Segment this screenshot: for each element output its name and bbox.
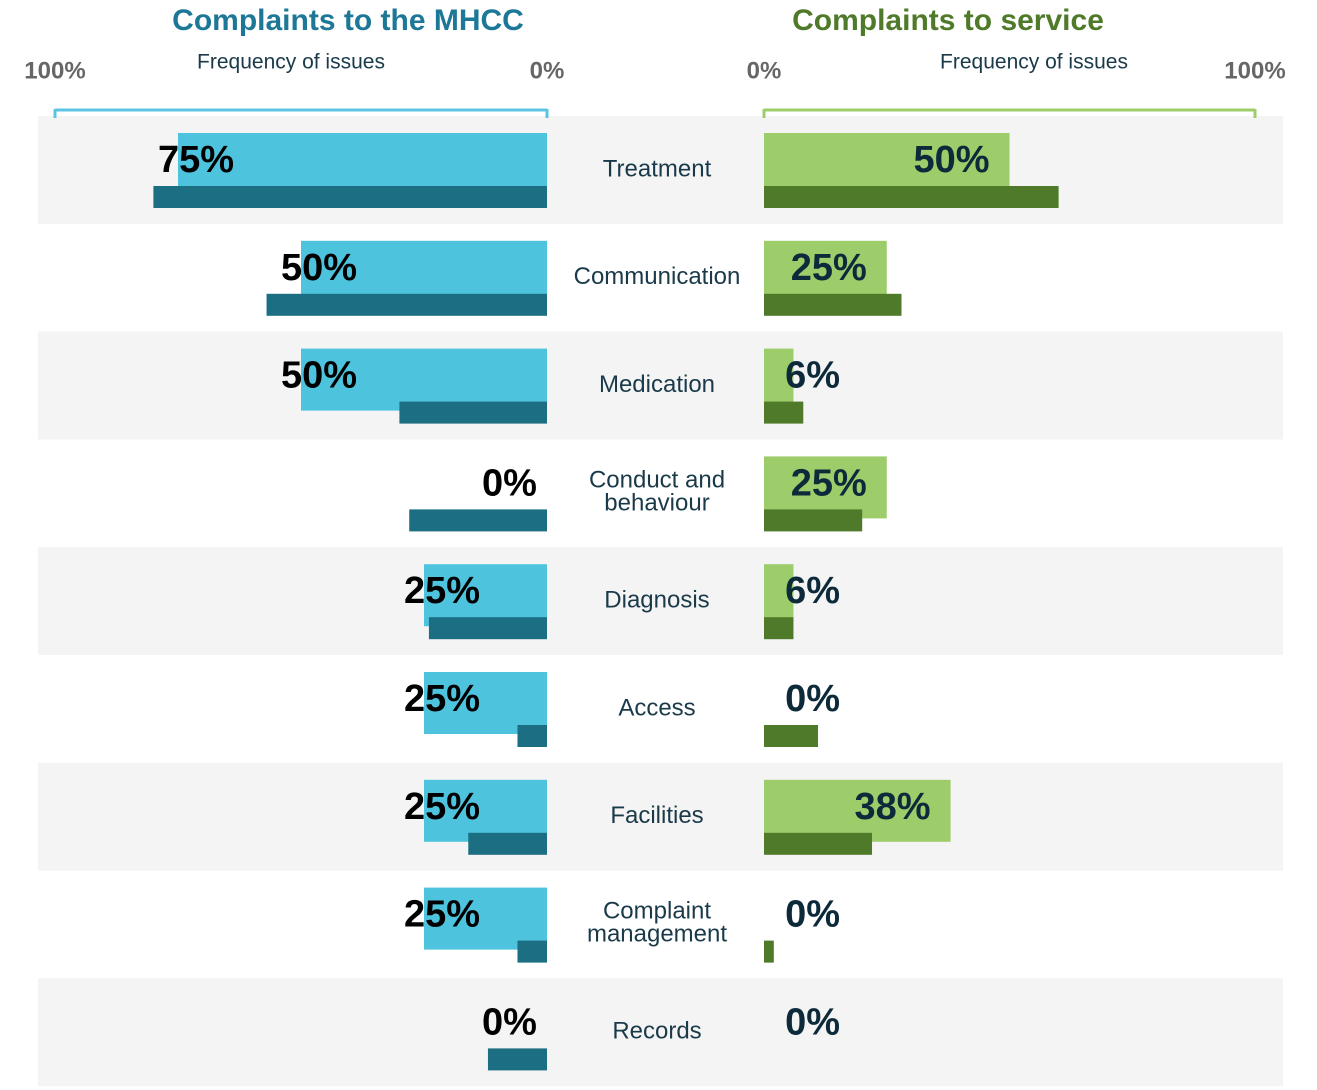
- category-label: Diagnosis: [604, 587, 709, 614]
- bar: [178, 133, 547, 195]
- value-label: 6%: [785, 570, 840, 612]
- category-label: Conduct and behaviour: [589, 467, 725, 517]
- row-band: [38, 762, 1283, 871]
- bar: [301, 348, 547, 411]
- bar-secondary: [764, 725, 819, 747]
- bar: [301, 240, 547, 303]
- category-label: Medication: [599, 371, 715, 398]
- axis-label: Frequency of issues: [197, 51, 385, 74]
- bar-secondary: [764, 940, 774, 963]
- bar: [764, 564, 794, 627]
- axis-label: Frequency of issues: [940, 51, 1128, 74]
- bar-secondary: [399, 401, 547, 424]
- x-tick-label: 0%: [530, 57, 565, 84]
- category-label: Communication: [574, 263, 741, 290]
- x-tick-label: 100%: [1224, 57, 1285, 84]
- x-tick-label: 100%: [24, 57, 85, 84]
- category-label: Records: [612, 1018, 701, 1045]
- category-label: Complaint management: [587, 898, 727, 948]
- bar-secondary: [517, 940, 547, 963]
- value-label: 0%: [482, 1001, 537, 1043]
- bar: [424, 779, 547, 842]
- bar: [764, 456, 887, 519]
- bar-secondary: [764, 293, 902, 316]
- bar-secondary: [409, 509, 547, 532]
- value-label: 75%: [158, 139, 234, 181]
- x-tick-label: 0%: [747, 57, 782, 84]
- bar-secondary: [517, 725, 547, 747]
- bar-secondary: [764, 832, 873, 855]
- bar-secondary: [153, 186, 547, 208]
- bar: [424, 887, 547, 950]
- panel-title: Complaints to service: [792, 4, 1104, 37]
- value-label: 25%: [404, 894, 480, 936]
- value-label: 25%: [791, 462, 867, 504]
- bar: [764, 240, 887, 303]
- category-label: Facilities: [610, 802, 703, 829]
- bar: [424, 564, 547, 627]
- value-label: 25%: [404, 786, 480, 828]
- bar: [764, 779, 951, 842]
- category-label: Access: [618, 694, 695, 721]
- value-label: 0%: [482, 462, 537, 504]
- value-label: 0%: [785, 894, 840, 936]
- value-label: 6%: [785, 355, 840, 397]
- bar-secondary: [764, 509, 863, 532]
- panel-title: Complaints to the MHCC: [172, 4, 524, 37]
- bar: [764, 133, 1010, 195]
- bar-secondary: [266, 293, 547, 316]
- bar: [764, 348, 794, 411]
- value-label: 50%: [913, 139, 989, 181]
- value-label: 25%: [404, 678, 480, 720]
- bar-secondary: [468, 832, 547, 855]
- category-label: Treatment: [603, 155, 712, 182]
- value-label: 50%: [281, 247, 357, 289]
- bar-secondary: [764, 617, 794, 640]
- value-label: 38%: [855, 786, 931, 828]
- bar: [424, 672, 547, 734]
- row-band: [38, 331, 1283, 440]
- bar-secondary: [487, 1048, 547, 1071]
- bar-secondary: [764, 401, 804, 424]
- value-label: 25%: [404, 570, 480, 612]
- row-band: [38, 547, 1283, 655]
- bar-secondary: [428, 617, 547, 640]
- value-label: 50%: [281, 355, 357, 397]
- value-label: 25%: [791, 247, 867, 289]
- value-label: 0%: [785, 678, 840, 720]
- row-band: [38, 978, 1283, 1087]
- bar-secondary: [764, 186, 1059, 208]
- value-label: 0%: [785, 1001, 840, 1043]
